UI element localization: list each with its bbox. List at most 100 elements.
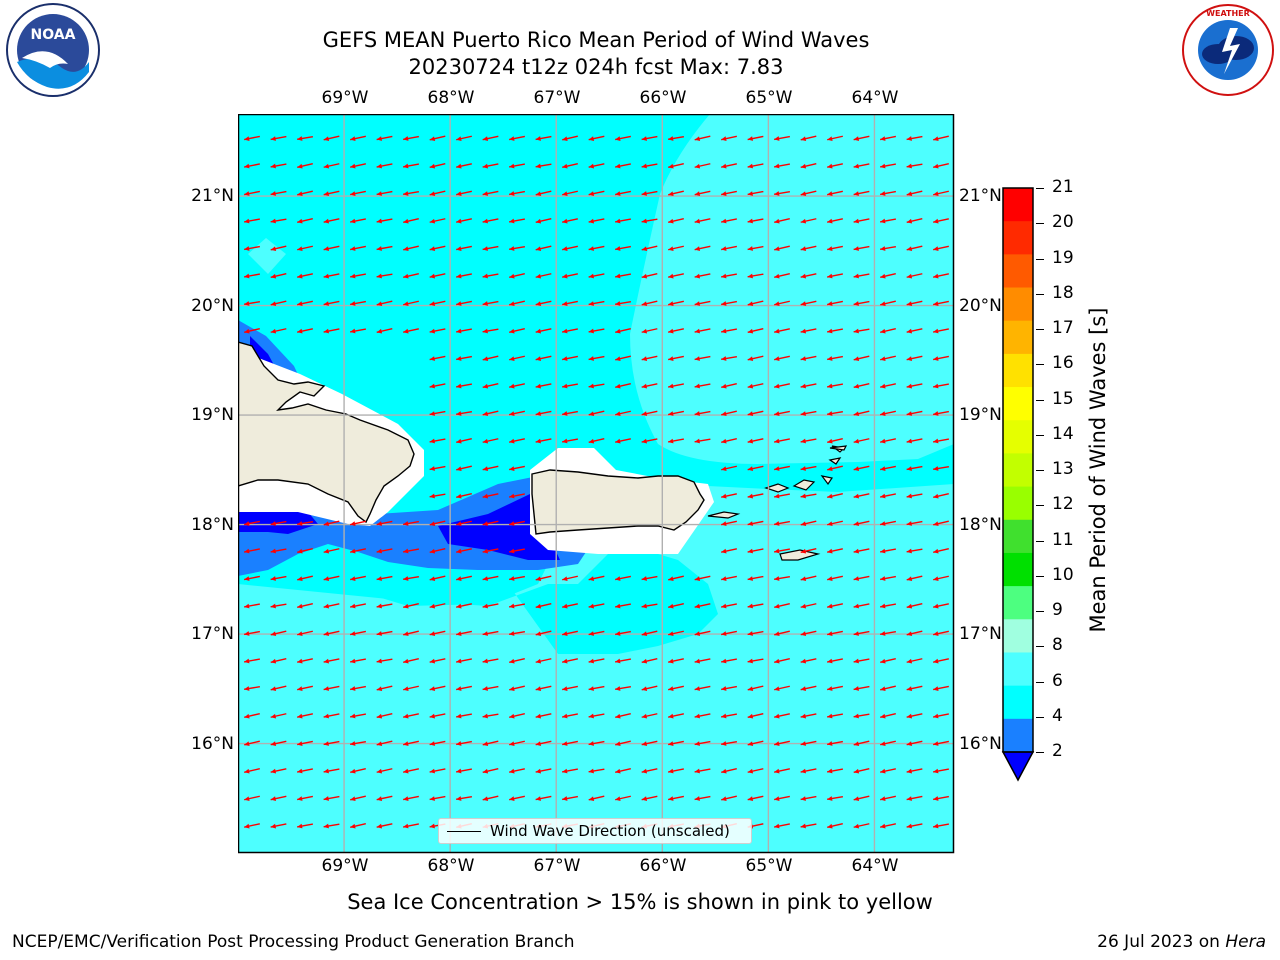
wind-wave-arrow: [906, 217, 923, 224]
wind-wave-arrow: [588, 163, 605, 169]
wind-wave-arrow: [535, 630, 552, 637]
wind-wave-arrow: [906, 245, 923, 252]
wind-wave-arrow: [482, 767, 499, 774]
wind-wave-arrow: [297, 300, 313, 306]
wind-wave-arrow: [933, 438, 949, 444]
wind-wave-arrow: [535, 328, 552, 334]
wind-wave-arrow: [562, 135, 578, 142]
wind-wave-arrow: [773, 575, 791, 581]
wind-wave-arrow: [482, 300, 499, 306]
wind-wave-arrow: [376, 190, 393, 196]
map-gridlines: [238, 114, 954, 853]
colorbar-tick-label: 17: [1052, 318, 1074, 338]
wind-wave-arrow: [641, 795, 658, 801]
wind-wave-arrow: [270, 768, 287, 774]
wind-wave-arrow: [668, 218, 684, 224]
colorbar-tick-mark: [1036, 364, 1044, 366]
wind-wave-arrow: [853, 382, 870, 389]
wind-wave-arrow: [880, 300, 896, 307]
wind-wave-arrow: [562, 273, 578, 279]
wind-wave-arrow: [509, 713, 525, 719]
wind-wave-arrow: [562, 630, 578, 636]
wind-wave-arrow: [747, 438, 764, 444]
wind-wave-arrow: [721, 245, 737, 251]
wind-wave-arrow: [694, 713, 711, 719]
wind-wave-arrow: [853, 438, 870, 444]
wind-wave-arrow: [297, 575, 313, 582]
colorbar-tick-label: 15: [1052, 388, 1074, 409]
wind-wave-arrow: [562, 685, 578, 691]
wind-wave-arrow: [694, 355, 711, 361]
wind-wave-arrow: [774, 630, 790, 637]
colorbar-tick-label: 20: [1052, 212, 1074, 233]
wind-wave-arrow: [270, 548, 287, 554]
wind-wave-arrow: [721, 630, 737, 636]
wind-wave-arrow: [509, 190, 525, 196]
wind-wave-arrow: [906, 410, 923, 416]
wind-wave-arrow: [376, 273, 393, 279]
wind-wave-arrow: [827, 493, 843, 499]
wind-wave-arrow: [535, 768, 552, 774]
wind-wave-arrow: [482, 658, 499, 664]
wind-wave-arrow: [800, 795, 817, 801]
wind-wave-arrow: [641, 713, 658, 719]
wind-wave-arrow: [244, 548, 260, 554]
wind-wave-arrow: [800, 410, 817, 416]
wind-wave-arrow: [482, 245, 499, 251]
wind-wave-arrow: [853, 465, 870, 471]
wind-wave-arrow: [588, 135, 605, 141]
wind-wave-arrow: [641, 190, 658, 196]
wind-wave-arrow: [615, 410, 631, 416]
wind-wave-arrow: [800, 328, 817, 334]
wind-wave-arrow: [906, 602, 923, 609]
wind-wave-arrow: [429, 768, 446, 774]
wind-wave-arrow: [826, 795, 844, 801]
wind-wave-arrow: [350, 823, 366, 829]
wind-wave-arrow: [270, 685, 287, 692]
wind-wave-arrow: [588, 328, 605, 334]
wind-wave-arrow: [350, 795, 366, 802]
wind-wave-arrow: [747, 245, 764, 251]
wind-wave-arrow: [509, 163, 525, 169]
wind-wave-arrow: [243, 300, 261, 306]
wind-wave-arrow: [694, 438, 711, 444]
wind-wave-arrow: [747, 300, 764, 307]
wind-wave-arrow: [270, 163, 287, 169]
wind-wave-arrow: [641, 163, 658, 169]
wind-wave-arrow: [668, 438, 684, 444]
wind-wave-arrow: [429, 685, 446, 691]
wind-wave-arrow: [906, 493, 923, 499]
wind-wave-arrow: [403, 520, 419, 526]
wind-wave-arrow: [694, 245, 711, 251]
wind-wave-arrow: [906, 328, 923, 334]
legend-label: Wind Wave Direction (unscaled): [490, 822, 730, 840]
wind-wave-arrow: [800, 273, 817, 279]
colorbar-tick-mark: [1036, 681, 1044, 683]
colorbar-segment: [1003, 685, 1033, 720]
colorbar-tick-label: 10: [1052, 564, 1074, 585]
wind-wave-arrow: [694, 218, 711, 224]
wind-wave-arrow: [588, 218, 605, 224]
wind-wave-arrow: [800, 190, 817, 197]
wind-wave-arrow: [535, 575, 552, 582]
wind-wave-arrow: [323, 163, 340, 169]
wind-wave-arrow: [482, 795, 499, 802]
wind-wave-arrow: [933, 190, 949, 196]
wind-wave-arrow: [270, 630, 287, 637]
wind-wave-arrow: [376, 327, 393, 334]
wind-wave-arrow: [641, 383, 658, 389]
wind-wave-arrow: [747, 273, 764, 279]
wind-wave-arrow: [270, 218, 287, 224]
wind-wave-arrow: [588, 575, 605, 581]
wind-wave-arrow: [244, 273, 260, 279]
wind-wave-arrow: [323, 548, 340, 554]
land-puerto-rico: [531, 469, 705, 535]
wind-wave-arrow: [668, 685, 684, 691]
wind-wave-arrow: [376, 823, 393, 829]
wind-wave-arrow: [615, 163, 631, 169]
colorbar-extend-triangle: [1001, 751, 1035, 782]
wind-wave-arrow: [350, 767, 366, 774]
wind-wave-arrow: [774, 410, 790, 416]
lat-label-left: 21°N: [191, 186, 234, 206]
wind-wave-arrow: [641, 740, 658, 746]
